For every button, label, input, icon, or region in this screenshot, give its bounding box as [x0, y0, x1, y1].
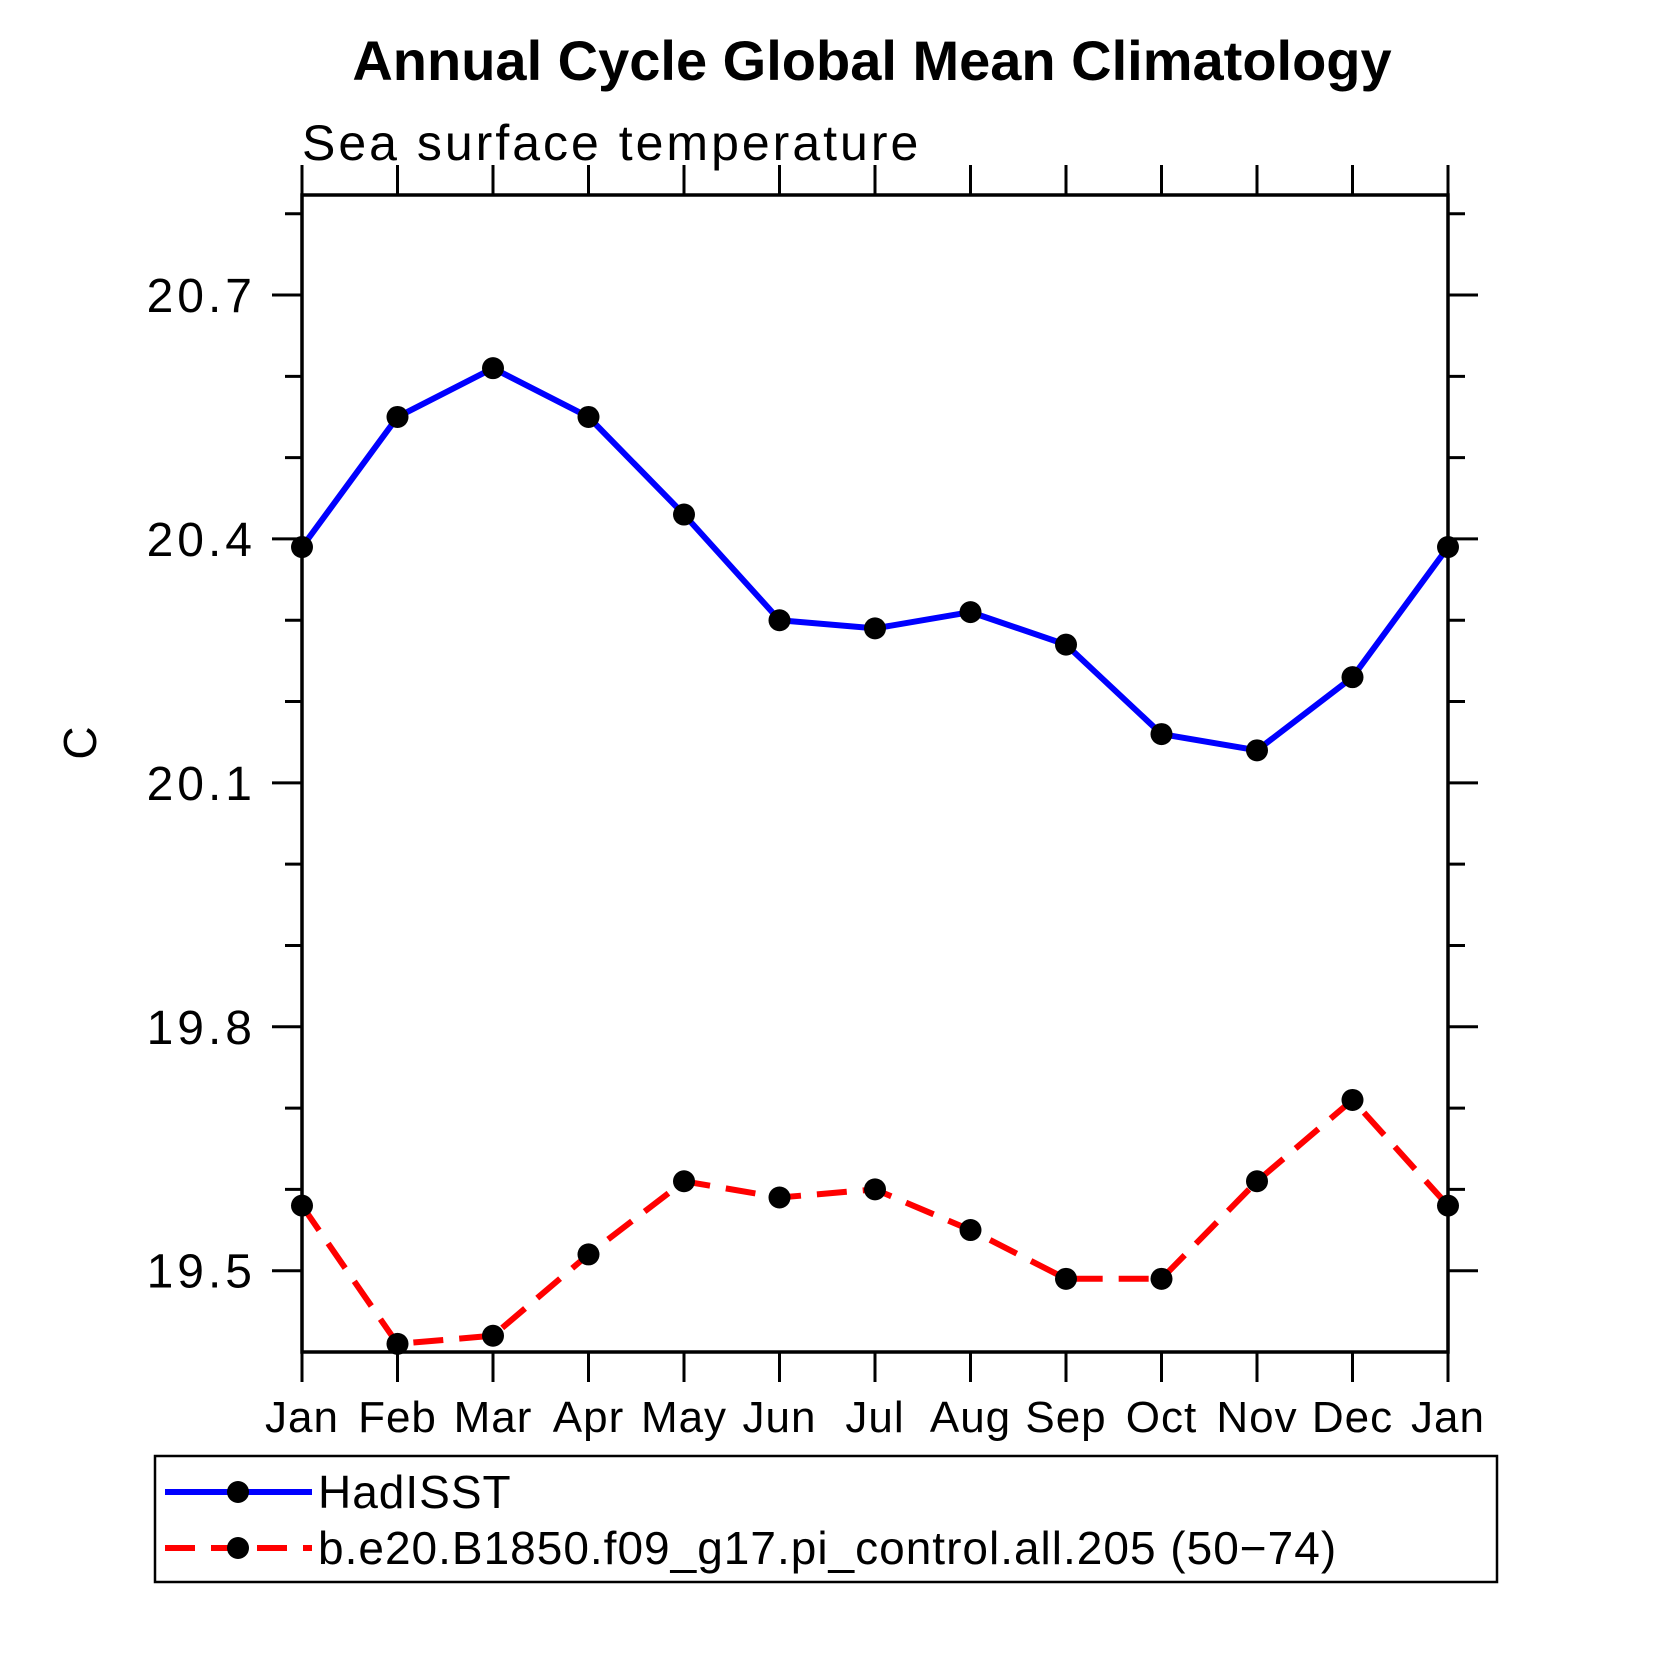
legend-box [153, 1454, 1499, 1584]
x-tick-label: Sep [1025, 1393, 1106, 1442]
x-tick-label: Apr [553, 1393, 624, 1442]
hadisst-data-point [1150, 723, 1173, 746]
legend-label-model: b.e20.B1850.f09_g17.pi_control.all.205 (… [318, 1522, 1337, 1574]
legend-sample-marker [227, 1481, 249, 1503]
model-data-point [864, 1178, 886, 1201]
model-data-point [1150, 1267, 1173, 1290]
x-tick-label: Oct [1126, 1393, 1197, 1442]
chart-subtitle: Sea surface temperature [302, 115, 921, 171]
y-axis-label: C [54, 724, 106, 759]
hadisst-data-point [291, 536, 313, 559]
x-tick-label: Jan [1411, 1393, 1485, 1442]
model-data-point [577, 1243, 600, 1266]
y-tick-label: 19.8 [147, 1002, 256, 1055]
x-tick-label: Nov [1216, 1393, 1297, 1442]
hadisst-line [299, 364, 1451, 754]
x-tick-label: May [641, 1393, 727, 1442]
hadisst-data-point [1437, 536, 1459, 559]
model-data-point [959, 1219, 982, 1242]
model-data-point [1437, 1194, 1459, 1217]
model-data-point [482, 1324, 504, 1347]
y-tick-label: 20.1 [147, 758, 256, 811]
y-tick-label: 20.4 [147, 514, 256, 567]
y-tick-label: 20.7 [147, 270, 256, 323]
model-data-point [1055, 1267, 1077, 1290]
x-tick-label: Jun [743, 1393, 817, 1442]
x-tick-label: Jan [265, 1393, 339, 1442]
x-tick-label: Mar [454, 1393, 533, 1442]
y-tick-label: 19.5 [147, 1246, 256, 1299]
x-tick-label: Feb [358, 1393, 437, 1442]
hadisst-data-point [482, 357, 504, 380]
legend-samples [165, 1481, 312, 1559]
chart-title: Annual Cycle Global Mean Climatology [352, 29, 1391, 92]
legend-sample-marker [227, 1537, 249, 1559]
model-data-point [386, 1332, 409, 1355]
x-tick-label: Jul [845, 1393, 904, 1442]
hadisst-data-point [959, 601, 982, 624]
hadisst-data-point [673, 503, 695, 526]
legend-label-hadisst: HadISST [318, 1466, 512, 1518]
hadisst-data-point [386, 405, 409, 428]
hadisst-data-point [864, 617, 886, 640]
x-tick-label: Dec [1312, 1393, 1393, 1442]
hadisst-data-point [1246, 739, 1268, 762]
model-data-point [1246, 1170, 1268, 1193]
x-tick-label: Aug [930, 1393, 1011, 1442]
hadisst-data-point [768, 609, 791, 632]
plot-frame [300, 193, 1450, 1354]
model-data-point [1341, 1088, 1364, 1111]
model-data-point [673, 1170, 695, 1193]
model-data-point [291, 1194, 313, 1217]
hadisst-data-point [1341, 666, 1364, 689]
legend: HadISST b.e20.B1850.f09_g17.pi_control.a… [153, 1454, 1499, 1584]
model-data-point [768, 1186, 791, 1209]
hadisst-data-point [1055, 633, 1077, 656]
hadisst-data-point [577, 405, 600, 428]
plot-area: 20.7 20.4 20.1 19.8 19.5 Jan Feb Mar Apr May Jun Ju… [147, 165, 1485, 1442]
model-line [299, 1095, 1451, 1348]
